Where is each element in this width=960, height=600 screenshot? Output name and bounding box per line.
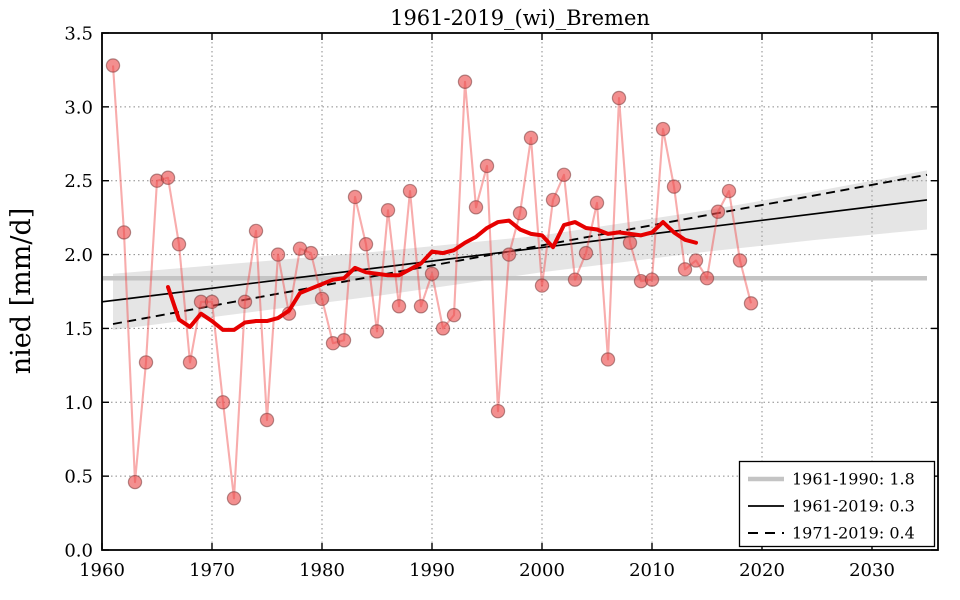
data-point: [710, 204, 726, 219]
data-point: [479, 158, 495, 174]
data-point: [347, 189, 363, 205]
data-point: [743, 296, 759, 311]
x-tick-label: 2030: [849, 560, 895, 581]
x-tick-label: 2020: [739, 560, 785, 581]
data-point: [545, 192, 561, 208]
y-tick-label: 1.5: [64, 319, 93, 340]
data-point: [534, 278, 550, 293]
data-point: [226, 491, 242, 506]
series-layer: [101, 58, 928, 506]
data-point: [589, 195, 605, 211]
data-point: [204, 294, 220, 310]
y-tick-label: 1.0: [64, 393, 93, 414]
y-tick-label: 0.5: [64, 467, 93, 488]
data-point: [336, 333, 352, 348]
running-mean-line: [166, 218, 698, 332]
data-point: [512, 206, 528, 221]
data-point: [666, 179, 682, 194]
data-point: [138, 355, 154, 370]
data-point: [369, 324, 385, 339]
x-tick-label: 2010: [629, 560, 675, 581]
x-tick-label: 1960: [79, 560, 125, 581]
y-tick-label: 3.0: [64, 97, 93, 118]
y-axis-label: nied [mm/d]: [6, 208, 37, 375]
legend-label-trend-1971: 1971-2019: 0.4: [792, 524, 915, 543]
y-tick-label: 2.5: [64, 171, 93, 192]
plot-border: [101, 32, 939, 551]
data-point: [446, 307, 462, 323]
data-point: [699, 271, 715, 286]
data-point: [380, 203, 396, 218]
data-point: [127, 474, 143, 490]
data-point: [435, 321, 451, 336]
trend-1971-2019-line: [112, 173, 928, 325]
data-point: [248, 223, 264, 239]
x-tick-label: 1990: [409, 560, 455, 581]
data-point: [303, 245, 319, 261]
grid-layer: [102, 33, 938, 550]
data-point: [270, 247, 286, 262]
legend-label-mean: 1961-1990: 1.8: [792, 470, 915, 489]
data-point: [424, 266, 440, 281]
data-point: [578, 245, 594, 261]
data-point: [556, 167, 572, 183]
data-point: [358, 237, 374, 252]
y-tick-label: 3.5: [64, 24, 93, 45]
y-tick-label: 0.0: [64, 541, 93, 562]
data-point: [501, 247, 517, 262]
data-point: [402, 183, 418, 199]
legend-label-trend-1961: 1961-2019: 0.3: [792, 497, 915, 516]
data-point: [314, 291, 330, 307]
data-point: [732, 253, 748, 268]
data-point: [688, 253, 704, 268]
x-tick-label: 1970: [189, 560, 235, 581]
data-point: [105, 58, 121, 73]
data-point: [215, 395, 231, 410]
data-point: [567, 272, 583, 287]
data-point: [611, 90, 627, 106]
data-point: [259, 412, 275, 428]
data-point: [160, 170, 176, 185]
data-point: [171, 237, 187, 252]
data-point: [721, 183, 737, 199]
data-point: [237, 294, 253, 310]
data-point: [655, 121, 671, 137]
data-point: [116, 225, 132, 240]
data-point: [523, 130, 539, 146]
data-point: [490, 403, 506, 419]
data-point: [600, 352, 616, 367]
data-point: [622, 235, 638, 250]
data-point: [413, 299, 429, 314]
x-tick-label: 1980: [299, 560, 345, 581]
chart-title: 1961-2019_(wi)_Bremen: [390, 6, 650, 30]
data-point: [644, 272, 660, 287]
y-tick-label: 2.0: [64, 245, 93, 266]
data-point: [468, 200, 484, 215]
axes-layer: 1960 1970 1980 1990 2000 2010 2020 2030 0.0 0.5 1.…: [64, 24, 939, 581]
data-point: [677, 262, 693, 277]
data-point: [182, 355, 198, 370]
legend: 1961-1990: 1.8 1961-2019: 0.3 1971-2019:…: [738, 460, 936, 548]
data-point: [391, 299, 407, 314]
data-point: [457, 74, 473, 89]
x-tick-label: 2000: [519, 560, 565, 581]
